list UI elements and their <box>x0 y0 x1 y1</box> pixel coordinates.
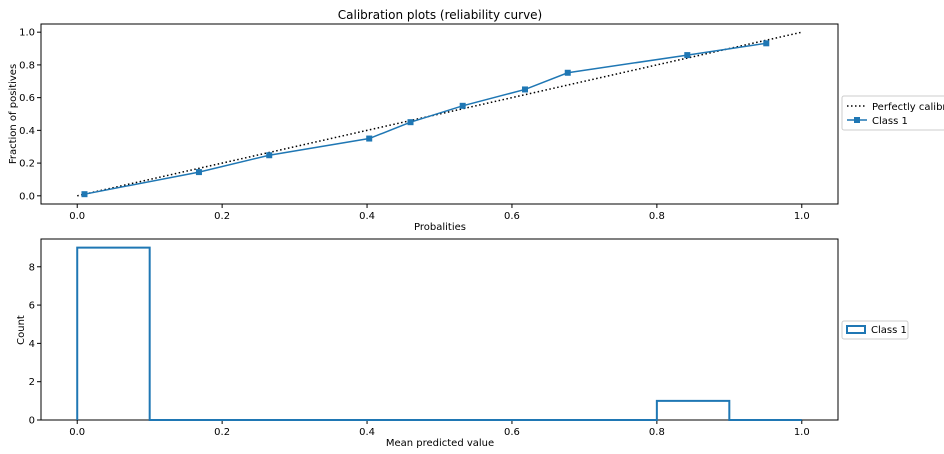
histogram-y-tick-label: 4 <box>29 339 35 350</box>
histogram-y-tick-label: 2 <box>29 377 35 388</box>
calibration-x-axis-label: Probalities <box>414 222 466 233</box>
calibration-y-tick-label: 1.0 <box>19 28 35 39</box>
class1-calibration-point <box>407 119 414 126</box>
histogram-y-tick-label: 6 <box>29 301 35 312</box>
class1-calibration-point <box>366 135 373 142</box>
histogram-marks <box>76 246 802 421</box>
calibration-x-tick-label: 0.8 <box>649 211 665 222</box>
histogram-y-tick-label: 8 <box>29 262 35 273</box>
calibration-x-tick-label: 0.0 <box>69 211 85 222</box>
class1-calibration-point <box>195 169 202 176</box>
histogram-y-axis-label: Count <box>16 315 27 345</box>
calibration-marks <box>77 31 802 198</box>
legend-class1-marker-swatch <box>854 117 860 123</box>
class1-calibration-point <box>521 86 528 93</box>
class1-calibration-point <box>763 40 770 47</box>
class1-calibration-point <box>266 152 273 159</box>
histogram-legend: Class 1 <box>841 320 909 340</box>
calibration-y-axis-label: Fraction of positives <box>8 64 19 164</box>
calibration-x-tick-label: 0.2 <box>214 211 230 222</box>
histogram-x-tick-label: 0.8 <box>649 427 665 438</box>
histogram-x-tick-label: 0.4 <box>359 427 375 438</box>
calibration-x-tick-label: 0.6 <box>504 211 520 222</box>
class1-calibration-line <box>84 42 767 195</box>
calibration-ticks: 0.0 0.2 0.4 0.6 0.8 1.0 0.0 0.2 0.4 0.6 0.8 1.0 <box>19 28 810 222</box>
histogram-subplot: 0.0 0.2 0.4 0.6 0.8 1.0 0 2 4 6 8 Mean predicted v… <box>16 238 839 449</box>
calibration-legend-frame <box>841 95 944 131</box>
perfectly-calibrated-line <box>77 31 802 197</box>
legend-histogram-class1-label: Class 1 <box>871 325 907 336</box>
calibration-legend: Perfectly calibrated Class 1 <box>841 95 944 131</box>
histogram-x-tick-label: 1.0 <box>794 427 810 438</box>
calibration-x-tick-label: 1.0 <box>794 211 810 222</box>
histogram-y-tick-label: 0 <box>29 416 35 427</box>
calibration-y-tick-label: 0.2 <box>19 159 35 170</box>
calibration-y-tick-label: 0.4 <box>19 126 35 137</box>
histogram-axes-frame <box>40 238 839 421</box>
calibration-y-tick-label: 0.0 <box>19 191 35 202</box>
histogram-x-tick-label: 0.2 <box>214 427 230 438</box>
histogram-x-axis-label: Mean predicted value <box>386 438 494 449</box>
class1-calibration-point <box>459 102 466 109</box>
legend-perfectly-calibrated-label: Perfectly calibrated <box>872 102 944 113</box>
class1-histogram-step <box>76 246 802 421</box>
calibration-x-tick-label: 0.4 <box>359 211 375 222</box>
class1-calibration-point <box>564 69 571 76</box>
histogram-bin <box>657 401 729 420</box>
legend-histogram-class1-swatch <box>846 325 866 334</box>
calibration-subplot: Calibration plots (reliability curve) 0.… <box>8 8 839 233</box>
histogram-ticks: 0.0 0.2 0.4 0.6 0.8 1.0 0 2 4 6 8 <box>29 262 810 438</box>
calibration-axes-frame <box>40 23 839 205</box>
class1-calibration-point <box>81 191 88 198</box>
calibration-title: Calibration plots (reliability curve) <box>338 8 542 22</box>
calibration-y-tick-label: 0.8 <box>19 60 35 71</box>
histogram-bin <box>77 248 149 420</box>
histogram-x-tick-label: 0.6 <box>504 427 520 438</box>
calibration-y-tick-label: 0.6 <box>19 93 35 104</box>
legend-class1-label: Class 1 <box>872 116 908 127</box>
class1-calibration-point <box>684 52 691 59</box>
histogram-x-tick-label: 0.0 <box>69 427 85 438</box>
